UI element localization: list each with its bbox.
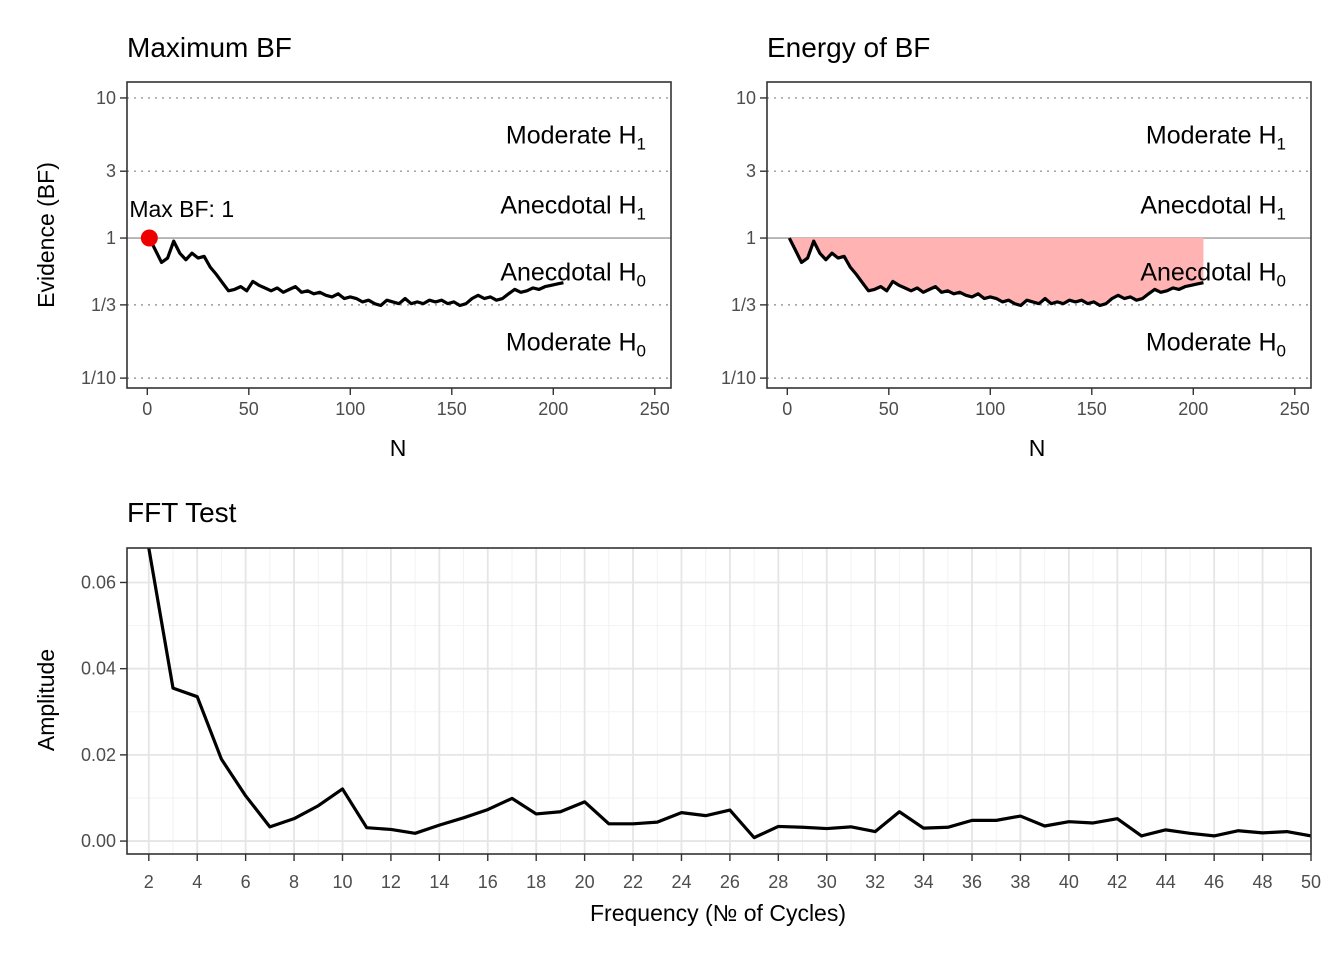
x-axis-label: N [1029,435,1046,461]
x-tick-label: 150 [1077,399,1107,419]
y-axis-label: Amplitude [33,649,59,751]
zone-label-text: Anecdotal H [500,258,636,286]
x-tick-label: 36 [962,872,982,892]
x-tick-label: 8 [289,872,299,892]
zone-label-subscript: 1 [637,135,646,154]
x-tick-label: 24 [671,872,691,892]
y-tick-label: 0.04 [81,659,116,679]
x-tick-label: 18 [526,872,546,892]
x-tick-label: 6 [241,872,251,892]
x-tick-label: 28 [768,872,788,892]
zone-label-subscript: 0 [637,341,646,360]
x-tick-label: 32 [865,872,885,892]
y-tick-label: 0.06 [81,572,116,592]
x-tick-label: 48 [1253,872,1273,892]
zone-label-text: Moderate H [506,122,637,150]
y-tick-label: 1/10 [721,368,756,388]
max-bf-point [140,229,158,247]
energy-area [789,238,1204,306]
x-tick-label: 50 [1301,872,1321,892]
x-axis-label: N [390,435,407,461]
panel-title: Energy of BF [767,32,930,63]
x-tick-label: 14 [429,872,449,892]
x-tick-label: 20 [575,872,595,892]
x-tick-label: 10 [332,872,352,892]
zone-label: Anecdotal H0 [1140,258,1286,290]
bf-series-line [147,237,564,308]
y-tick-label: 1 [746,228,756,248]
x-tick-label: 26 [720,872,740,892]
panel-title: Maximum BF [127,32,292,63]
zone-label-text: Anecdotal H [1140,258,1276,286]
panel-title: FFT Test [127,497,237,528]
x-tick-label: 38 [1010,872,1030,892]
x-tick-label: 50 [239,399,259,419]
panel-fft-test: FFT Test Amplitude Frequency (№ of Cycle… [33,497,1321,926]
x-tick-label: 150 [437,399,467,419]
x-tick-label: 0 [782,399,792,419]
y-tick-label: 1 [106,228,116,248]
x-axis-label: Frequency (№ of Cycles) [590,900,846,926]
x-tick-label: 0 [142,399,152,419]
x-tick-label: 50 [879,399,899,419]
x-tick-label: 34 [914,872,934,892]
x-tick-label: 16 [478,872,498,892]
zone-label-text: Moderate H [1146,328,1277,356]
x-tick-label: 250 [1280,399,1310,419]
x-tick-label: 250 [640,399,670,419]
zone-label-subscript: 1 [1277,135,1286,154]
zone-label: Anecdotal H0 [500,258,646,290]
x-tick-label: 200 [1178,399,1208,419]
x-tick-label: 22 [623,872,643,892]
plot-frame [126,547,1312,855]
y-tick-label: 1/3 [91,295,116,315]
zone-label-text: Anecdotal H [500,192,636,220]
zone-label-subscript: 1 [1277,205,1286,224]
zone-label: Moderate H0 [1146,328,1286,360]
zone-label-subscript: 0 [1277,341,1286,360]
zone-label-subscript: 0 [1277,271,1286,290]
max-bf-label: Max BF: 1 [129,196,234,222]
zone-label: Moderate H1 [506,122,646,154]
x-tick-label: 12 [381,872,401,892]
zone-label-subscript: 0 [637,271,646,290]
y-tick-label: 0.02 [81,745,116,765]
zone-label: Anecdotal H1 [500,192,646,224]
x-tick-label: 30 [817,872,837,892]
fft-series-line [147,548,1311,840]
zone-label: Moderate H0 [506,328,646,360]
zone-label-subscript: 1 [637,205,646,224]
x-tick-label: 2 [144,872,154,892]
y-tick-label: 10 [96,88,116,108]
y-axis-label: Evidence (BF) [33,162,59,308]
y-tick-label: 0.00 [81,831,116,851]
zone-label: Anecdotal H1 [1140,192,1286,224]
zone-label-text: Moderate H [506,328,637,356]
x-tick-label: 44 [1156,872,1176,892]
y-tick-label: 1/3 [731,295,756,315]
x-tick-label: 4 [192,872,202,892]
plot-frame [126,81,672,389]
y-tick-label: 3 [106,161,116,181]
zone-label-text: Anecdotal H [1140,192,1276,220]
y-tick-label: 3 [746,161,756,181]
x-tick-label: 46 [1204,872,1224,892]
x-tick-label: 200 [538,399,568,419]
plot-frame [766,81,1312,389]
x-tick-label: 100 [335,399,365,419]
x-tick-label: 40 [1059,872,1079,892]
x-tick-label: 100 [975,399,1005,419]
panel-maximum-bf: Maximum BF Evidence (BF) N Moderate H1An… [33,32,672,461]
zone-label: Moderate H1 [1146,122,1286,154]
x-tick-label: 42 [1107,872,1127,892]
zone-label-text: Moderate H [1146,122,1277,150]
bf-series-line [787,237,1204,308]
y-tick-label: 10 [736,88,756,108]
y-tick-label: 1/10 [81,368,116,388]
